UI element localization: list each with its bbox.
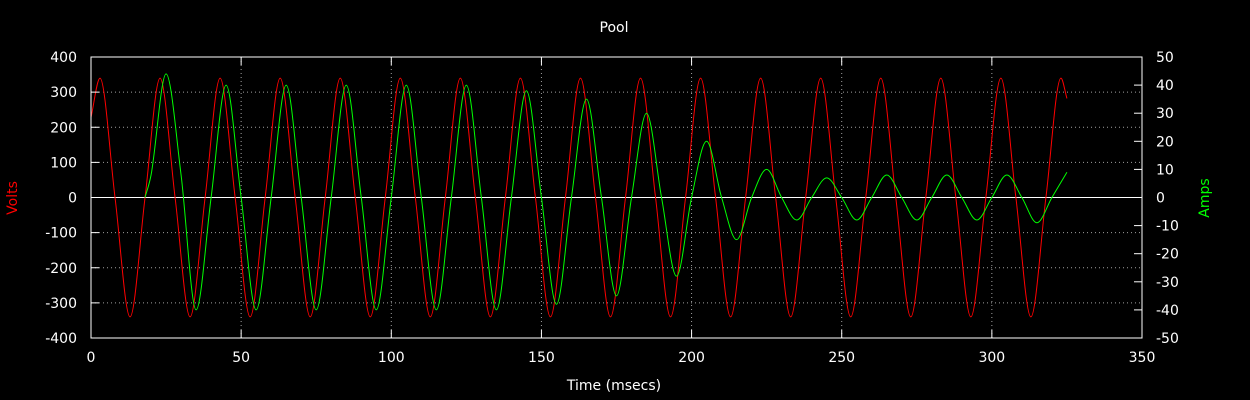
y-axis-left-label: Volts bbox=[5, 181, 21, 215]
y-right-tick-label: -30 bbox=[1156, 275, 1179, 291]
y-right-tick-label: -10 bbox=[1156, 219, 1179, 235]
y-left-tick-label: 100 bbox=[50, 155, 77, 171]
y-right-tick-label: -50 bbox=[1156, 331, 1179, 347]
y-left-tick-label: -300 bbox=[45, 296, 77, 312]
y-right-tick-label: -20 bbox=[1156, 247, 1179, 263]
x-tick-label: 350 bbox=[1129, 350, 1156, 366]
x-tick-label: 300 bbox=[978, 350, 1005, 366]
series-line-amps bbox=[144, 73, 1068, 311]
series-layer bbox=[90, 73, 1068, 318]
y-left-tick-label: 300 bbox=[50, 85, 77, 101]
x-tick-label: 200 bbox=[678, 350, 705, 366]
y-right-tick-label: 40 bbox=[1156, 78, 1174, 94]
y-axis-right-label: Amps bbox=[1197, 178, 1213, 217]
y-left-tick-label: -400 bbox=[45, 331, 77, 347]
x-tick-label: 150 bbox=[528, 350, 555, 366]
y-right-tick-label: 0 bbox=[1156, 191, 1165, 207]
y-left-tick-label: 0 bbox=[68, 191, 77, 207]
x-tick-label: 50 bbox=[232, 350, 250, 366]
y-left-tick-label: -200 bbox=[45, 261, 77, 277]
y-right-tick-label: 10 bbox=[1156, 162, 1174, 178]
axis-layer: 0 50 100 150 200 250 300 350-400-300-200-100010… bbox=[45, 50, 1179, 366]
x-tick-label: 250 bbox=[828, 350, 855, 366]
x-axis-label: Time (msecs) bbox=[566, 378, 661, 394]
y-left-tick-label: -100 bbox=[45, 226, 77, 242]
y-right-tick-label: 30 bbox=[1156, 106, 1174, 122]
series-line-volts bbox=[90, 77, 1068, 318]
x-tick-label: 100 bbox=[378, 350, 405, 366]
y-left-tick-label: 200 bbox=[50, 120, 77, 136]
y-right-tick-label: -40 bbox=[1156, 303, 1179, 319]
chart-title: Pool bbox=[600, 20, 629, 36]
y-left-tick-label: 400 bbox=[50, 50, 77, 66]
y-right-tick-label: 50 bbox=[1156, 50, 1174, 66]
x-tick-label: 0 bbox=[87, 350, 96, 366]
y-right-tick-label: 20 bbox=[1156, 134, 1174, 150]
